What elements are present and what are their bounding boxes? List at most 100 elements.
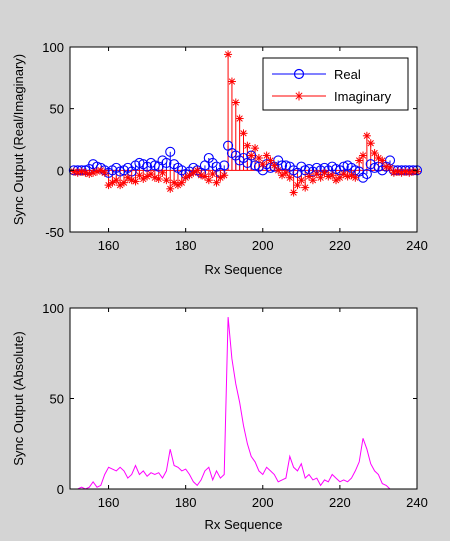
imaginary-point-stroke <box>228 78 236 85</box>
imaginary-point <box>177 178 186 187</box>
imaginary-point-stroke <box>109 179 116 186</box>
imaginary-point-stroke <box>267 157 274 164</box>
imaginary-point-stroke <box>302 184 309 191</box>
imaginary-point <box>200 172 209 181</box>
top-y-tick-label: -50 <box>45 225 64 240</box>
imaginary-point-stroke <box>313 170 320 178</box>
bottom-y-tick-label: 100 <box>42 301 64 316</box>
real-point <box>284 161 295 172</box>
imaginary-point-stroke <box>201 173 209 180</box>
imaginary-point-stroke <box>209 170 216 178</box>
legend-real-marker <box>293 68 305 80</box>
imaginary-point <box>355 156 364 165</box>
imaginary-point-stroke <box>224 51 232 58</box>
imaginary-point <box>235 114 244 123</box>
real-point <box>300 165 311 176</box>
imaginary-point-stroke <box>124 174 132 181</box>
imaginary-point-stroke <box>132 178 139 185</box>
top-x-tick-label: 160 <box>98 238 120 253</box>
top-x-tick-label: 220 <box>329 238 351 253</box>
imaginary-point-stroke <box>116 181 124 189</box>
imaginary-point-stroke <box>325 173 332 180</box>
legend-asterisk-stroke <box>295 92 303 100</box>
imaginary-point-stroke <box>317 174 324 181</box>
real-point <box>246 150 257 161</box>
imaginary-point <box>150 173 159 182</box>
imaginary-point-stroke <box>82 169 89 176</box>
imaginary-point-stroke <box>140 175 147 183</box>
imaginary-point <box>162 176 171 185</box>
real-point <box>250 160 261 171</box>
imaginary-point-stroke <box>263 152 270 159</box>
top-x-axis-label: Rx Sequence <box>204 262 282 277</box>
bottom-x-tick-label: 200 <box>252 495 274 510</box>
imaginary-point <box>81 168 90 177</box>
imaginary-point <box>258 160 267 169</box>
imaginary-point <box>204 176 213 185</box>
legend-imaginary-label: Imaginary <box>334 89 392 104</box>
imaginary-point <box>293 181 302 190</box>
bottom-axis-ticks: 160 180 200 220 240 0 50 100 <box>42 301 428 510</box>
imaginary-point-stroke <box>321 169 328 176</box>
absolute-series-line <box>70 317 417 490</box>
real-point <box>253 161 264 172</box>
imaginary-point <box>362 131 371 140</box>
imaginary-point <box>393 167 402 176</box>
imaginary-point <box>332 176 341 185</box>
real-point <box>369 162 380 173</box>
imaginary-point <box>281 168 290 177</box>
bottom-y-tick-label: 0 <box>57 482 64 497</box>
imaginary-point-stroke <box>147 170 155 178</box>
imaginary-point <box>359 151 368 160</box>
imaginary-point <box>227 77 236 86</box>
imaginary-point-stroke <box>155 175 162 183</box>
legend: Real Imaginary <box>262 57 409 111</box>
imaginary-point-stroke <box>86 170 93 178</box>
imaginary-point <box>116 181 125 190</box>
imaginary-point <box>270 161 279 170</box>
bottom-axes-background <box>70 308 417 489</box>
imaginary-point <box>119 178 128 187</box>
bottom-x-tick-label: 220 <box>329 495 351 510</box>
imaginary-point <box>247 151 256 160</box>
imaginary-point-stroke <box>217 174 224 181</box>
real-point <box>219 160 230 171</box>
imaginary-point-stroke <box>143 173 151 180</box>
imaginary-point-stroke <box>363 132 371 139</box>
imaginary-point <box>389 168 398 177</box>
imaginary-point-stroke <box>101 169 108 176</box>
legend-imaginary-marker <box>294 91 304 101</box>
imaginary-point-stroke <box>259 160 266 168</box>
imaginary-point-stroke <box>236 115 243 122</box>
bottom-x-tick-label: 180 <box>175 495 197 510</box>
imaginary-point <box>254 154 263 162</box>
imaginary-point <box>308 176 317 185</box>
imaginary-point <box>397 168 406 177</box>
real-point <box>161 157 172 168</box>
imaginary-point-stroke <box>120 179 128 186</box>
real-point <box>165 146 176 157</box>
real-point <box>149 160 160 171</box>
imaginary-point-stroke <box>190 169 197 176</box>
real-point <box>365 159 376 170</box>
real-point <box>361 168 372 180</box>
imaginary-point <box>208 170 217 179</box>
imaginary-point-stroke <box>386 164 394 172</box>
imaginary-point <box>131 177 140 186</box>
imaginary-point <box>173 181 182 190</box>
imaginary-point-stroke <box>221 172 228 179</box>
bottom-x-axis-label: Rx Sequence <box>204 517 282 532</box>
top-axis-ticks: 160 180 200 220 240 -50 0 50 100 <box>42 40 428 253</box>
imaginary-point-stroke <box>286 174 293 181</box>
imaginary-point-stroke <box>174 181 182 189</box>
imaginary-point-stroke <box>163 177 170 184</box>
imaginary-point-stroke <box>74 169 81 176</box>
imaginary-point <box>366 139 375 148</box>
imaginary-point-stroke <box>348 172 355 179</box>
imaginary-point <box>92 167 101 176</box>
imaginary-point <box>262 151 271 160</box>
imaginary-point <box>328 171 337 180</box>
imaginary-point <box>301 183 310 192</box>
imaginary-point <box>123 173 132 182</box>
